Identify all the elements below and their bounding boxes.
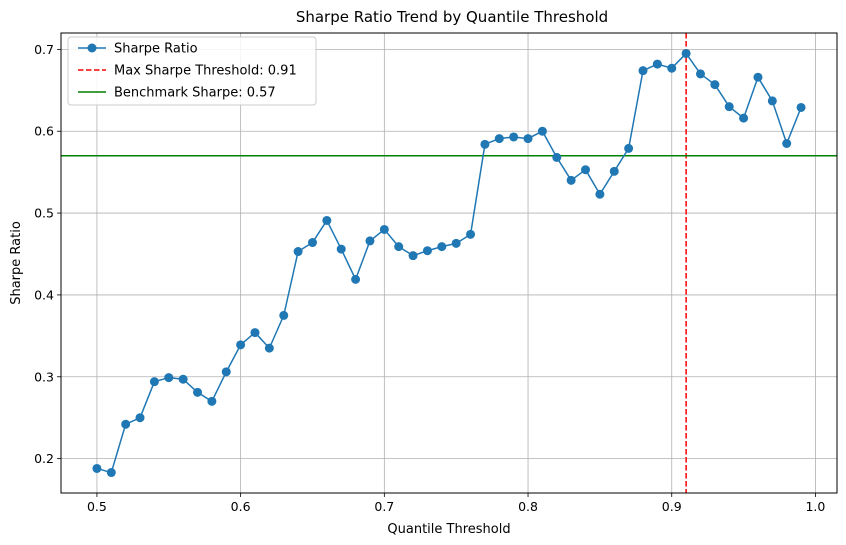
sharpe-ratio-point <box>164 373 174 383</box>
sharpe-ratio-point <box>394 242 404 252</box>
sharpe-ratio-point <box>437 242 447 252</box>
sharpe-ratio-point <box>537 126 547 136</box>
sharpe-ratio-point <box>149 377 159 387</box>
sharpe-ratio-point <box>351 274 361 284</box>
sharpe-ratio-point <box>178 374 188 384</box>
sharpe-ratio-point <box>121 419 131 429</box>
reference-lines <box>61 33 837 493</box>
sharpe-ratio-point <box>652 59 662 69</box>
sharpe-ratio-point <box>379 224 389 234</box>
sharpe-ratio-point <box>710 80 720 90</box>
sharpe-ratio-point <box>307 238 317 248</box>
sharpe-ratio-point <box>796 102 806 112</box>
sharpe-ratio-point <box>753 72 763 82</box>
sharpe-ratio-point <box>638 66 648 76</box>
sharpe-ratio-point <box>466 229 476 239</box>
sharpe-ratio-point <box>552 152 562 162</box>
sharpe-ratio-point <box>523 134 533 144</box>
plot-frame <box>60 32 838 494</box>
sharpe-ratio-point <box>494 134 504 144</box>
sharpe-ratio-point <box>135 413 145 423</box>
sharpe-ratio-point <box>595 189 605 199</box>
sharpe-ratio-point <box>279 310 289 320</box>
chart-title: Sharpe Ratio Trend by Quantile Threshold <box>296 8 608 26</box>
sharpe-ratio-point <box>681 48 691 58</box>
legend-marker-sharpe <box>87 43 97 53</box>
legend-label-benchmark: Benchmark Sharpe: 0.57 <box>114 86 276 101</box>
sharpe-ratio-point <box>581 165 591 175</box>
sharpe-ratio-point <box>451 238 461 248</box>
x-tick-label: 1.0 <box>805 499 825 514</box>
sharpe-ratio-point <box>250 328 260 338</box>
legend: Sharpe Ratio Max Sharpe Threshold: 0.91 … <box>67 36 317 106</box>
y-axis-ticks: 0.2 0.3 0.4 0.5 0.6 0.7 <box>34 42 61 466</box>
y-tick-label: 0.5 <box>34 206 54 221</box>
sharpe-ratio-point <box>566 175 576 185</box>
y-axis-label: Sharpe Ratio <box>9 221 24 305</box>
sharpe-ratio-point <box>336 244 346 254</box>
legend-label-max-threshold: Max Sharpe Threshold: 0.91 <box>114 64 297 79</box>
x-tick-label: 0.5 <box>87 499 107 514</box>
sharpe-ratio-point <box>782 138 792 148</box>
legend-box <box>67 36 317 106</box>
legend-label-sharpe: Sharpe Ratio <box>114 42 198 57</box>
y-tick-label: 0.2 <box>34 451 54 466</box>
series-layer <box>92 48 806 478</box>
x-axis-label: Quantile Threshold <box>387 522 510 537</box>
x-tick-label: 0.9 <box>662 499 682 514</box>
x-axis-ticks: 0.5 0.6 0.7 0.8 0.9 1.0 <box>87 493 825 514</box>
sharpe-ratio-point <box>624 143 634 153</box>
sharpe-ratio-point <box>739 113 749 123</box>
sharpe-ratio-point <box>193 387 203 397</box>
y-tick-label: 0.6 <box>34 124 54 139</box>
sharpe-ratio-point <box>322 215 332 225</box>
sharpe-ratio-point <box>264 343 274 353</box>
x-tick-label: 0.7 <box>374 499 394 514</box>
sharpe-ratio-point <box>480 139 490 149</box>
y-tick-label: 0.7 <box>34 42 54 57</box>
sharpe-ratio-point <box>695 69 705 79</box>
sharpe-ratio-point <box>293 247 303 257</box>
sharpe-ratio-point <box>92 463 102 473</box>
sharpe-ratio-point <box>509 132 519 142</box>
x-tick-label: 0.6 <box>231 499 251 514</box>
x-tick-label: 0.8 <box>518 499 538 514</box>
sharpe-ratio-point <box>767 96 777 106</box>
sharpe-ratio-point <box>724 102 734 112</box>
sharpe-ratio-point <box>408 251 418 261</box>
sharpe-ratio-point <box>221 367 231 377</box>
sharpe-ratio-line <box>96 52 802 474</box>
y-tick-label: 0.4 <box>34 287 54 302</box>
sharpe-ratio-point <box>236 340 246 350</box>
sharpe-ratio-point <box>106 468 116 478</box>
sharpe-ratio-point <box>207 396 217 406</box>
sharpe-ratio-point <box>667 63 677 73</box>
y-tick-label: 0.3 <box>34 369 54 384</box>
sharpe-ratio-point <box>365 236 375 246</box>
sharpe-ratio-point <box>422 246 432 256</box>
sharpe-ratio-point <box>609 166 619 176</box>
